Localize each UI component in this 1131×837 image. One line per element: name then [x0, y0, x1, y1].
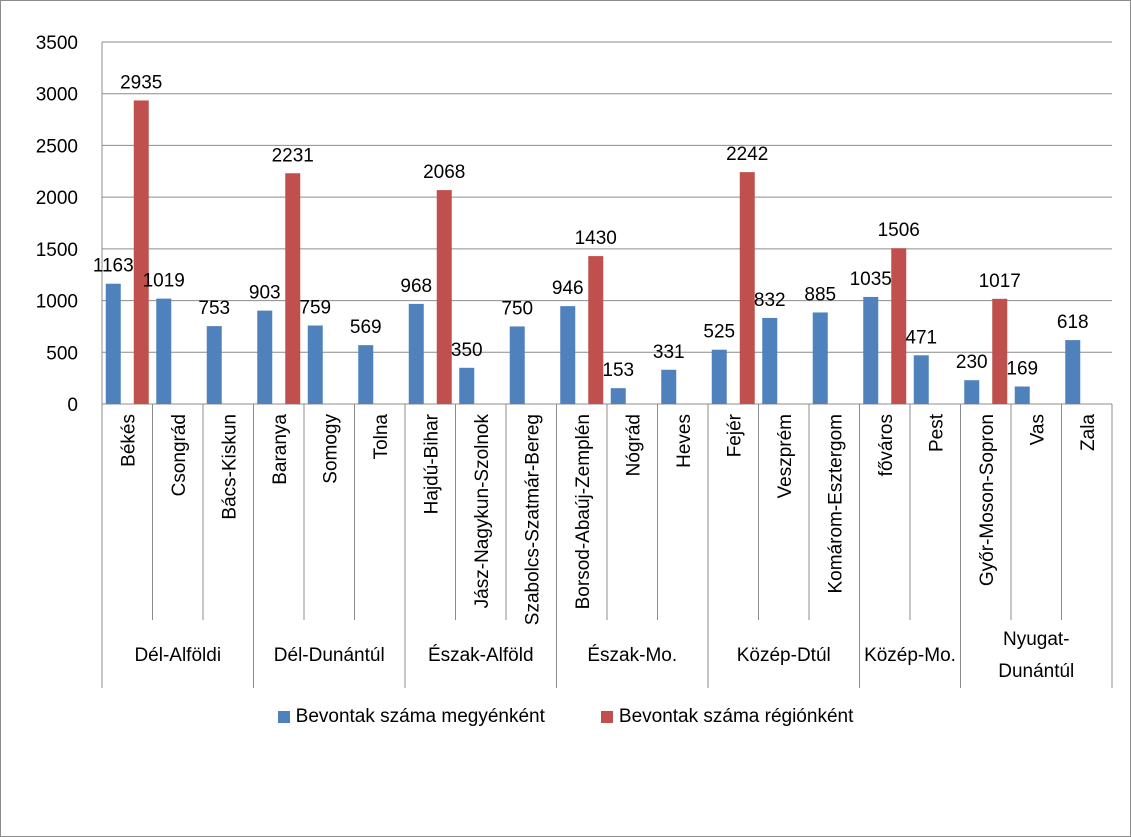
region-label: Közép-Mo.	[864, 645, 956, 666]
bar-series-1-5	[358, 345, 374, 404]
region-label: Dél-Alföldi	[134, 645, 221, 666]
region-label: Közép-Dtúl	[737, 645, 831, 666]
bar-series-1-13	[762, 317, 778, 404]
bar-series-2-3	[285, 173, 301, 404]
bar-series-1-15	[863, 296, 879, 404]
data-label-series-2: 1430	[575, 228, 617, 249]
bar-series-1-9	[560, 306, 576, 404]
y-tick-label: 2500	[36, 136, 78, 157]
legend-swatch-series-1	[277, 711, 290, 723]
bar-series-1-6	[408, 303, 424, 404]
x-tick-label: Baranya	[270, 414, 291, 485]
data-label-series-1: 471	[905, 327, 937, 348]
data-label-series-1: 753	[198, 298, 230, 319]
data-label-series-2: 1506	[878, 220, 920, 241]
x-tick-label: Somogy	[320, 414, 341, 484]
data-label-series-1: 759	[299, 297, 331, 318]
x-tick-label: Fejér	[724, 413, 745, 457]
legend: Bevontak száma megyénként Bevontak száma…	[0, 706, 1131, 728]
bar-series-2-6	[436, 190, 452, 404]
data-label-series-2: 2935	[120, 72, 162, 93]
bar-series-1-4	[307, 325, 323, 404]
x-tick-label: Békés	[118, 414, 139, 467]
bar-series-1-0	[105, 283, 121, 404]
x-tick-label: Heves	[674, 414, 695, 468]
data-label-series-1: 968	[400, 276, 432, 297]
legend-swatch-series-2	[600, 711, 613, 723]
x-tick-label: Csongrád	[169, 414, 190, 496]
x-tick-label: főváros	[876, 414, 897, 476]
bar-series-2-9	[588, 256, 604, 404]
data-label-series-1: 350	[451, 340, 483, 361]
data-label-series-1: 885	[804, 284, 836, 305]
x-tick-label: Szabolcs-Szatmár-Bereg	[522, 414, 543, 625]
bar-series-2-0	[133, 100, 149, 405]
x-tick-label: Jász-Nagykun-Szolnok	[472, 414, 493, 609]
data-label-series-1: 832	[754, 290, 786, 311]
data-label-series-1: 750	[501, 298, 533, 319]
bar-series-1-19	[1065, 340, 1081, 404]
data-label-series-1: 903	[249, 283, 281, 304]
x-tick-label: Zala	[1078, 414, 1099, 451]
data-label-series-1: 1035	[850, 269, 892, 290]
data-label-series-1: 525	[703, 322, 735, 343]
x-tick-label: Hajdú-Bihar	[421, 413, 442, 514]
region-label: Dél-Dunántúl	[274, 645, 385, 666]
x-tick-label: Győr-Moson-Sopron	[977, 414, 998, 586]
data-label-series-1: 153	[602, 360, 634, 381]
region-label: Dunántúl	[998, 661, 1074, 682]
bar-series-1-10	[610, 388, 626, 404]
y-tick-label: 500	[46, 343, 78, 364]
x-tick-label: Tolna	[371, 414, 392, 460]
bar-series-1-18	[1014, 386, 1030, 404]
x-tick-label: Nógrád	[623, 414, 644, 476]
y-tick-label: 1500	[36, 240, 78, 261]
bar-series-1-2	[206, 326, 222, 404]
data-label-series-2: 2242	[726, 144, 768, 165]
data-label-series-2: 2068	[423, 162, 465, 183]
bar-series-1-14	[812, 312, 828, 404]
x-tick-label: Veszprém	[775, 414, 796, 498]
bar-series-1-7	[459, 367, 475, 404]
data-label-series-2: 2231	[272, 145, 314, 166]
bar-series-1-12	[711, 349, 727, 404]
legend-label-series-1: Bevontak száma megyénként	[295, 706, 545, 727]
bar-series-1-16	[913, 355, 929, 404]
region-label: Észak-Alföld	[428, 645, 534, 666]
data-label-series-1: 1019	[143, 271, 185, 292]
bar-series-1-1	[156, 298, 172, 404]
data-label-series-2: 1017	[979, 271, 1021, 292]
y-tick-label: 2000	[36, 188, 78, 209]
bar-series-2-15	[891, 248, 907, 404]
region-label: Nyugat-	[1003, 629, 1070, 650]
x-tick-label: Borsod-Abaúj-Zemplén	[573, 414, 594, 609]
legend-label-series-2: Bevontak száma régiónként	[618, 706, 854, 727]
y-tick-label: 0	[67, 395, 78, 416]
bar-series-2-12	[739, 172, 755, 404]
y-tick-label: 3500	[36, 33, 78, 54]
data-label-series-1: 1163	[93, 256, 134, 277]
y-tick-label: 1000	[36, 292, 78, 313]
y-tick-label: 3000	[36, 85, 78, 106]
data-label-series-1: 569	[350, 317, 382, 338]
legend-item-series-1: Bevontak száma megyénként	[277, 706, 545, 728]
data-label-series-1: 618	[1057, 312, 1089, 333]
data-label-series-1: 946	[552, 278, 584, 299]
x-tick-label: Komárom-Esztergom	[825, 414, 846, 594]
data-label-series-1: 331	[653, 342, 685, 363]
bar-series-1-3	[257, 310, 273, 404]
x-tick-label: Vas	[1027, 414, 1048, 445]
bar-series-1-8	[509, 326, 525, 404]
data-label-series-1: 230	[956, 352, 988, 373]
x-tick-label: Bács-Kiskun	[219, 414, 240, 520]
legend-item-series-2: Bevontak száma régiónként	[600, 706, 854, 728]
x-tick-label: Pest	[926, 413, 947, 452]
data-label-series-1: 169	[1006, 359, 1038, 380]
bar-series-1-17	[964, 380, 980, 404]
bar-series-2-17	[992, 298, 1008, 404]
bar-series-1-11	[661, 369, 677, 404]
region-label: Észak-Mo.	[587, 645, 677, 666]
